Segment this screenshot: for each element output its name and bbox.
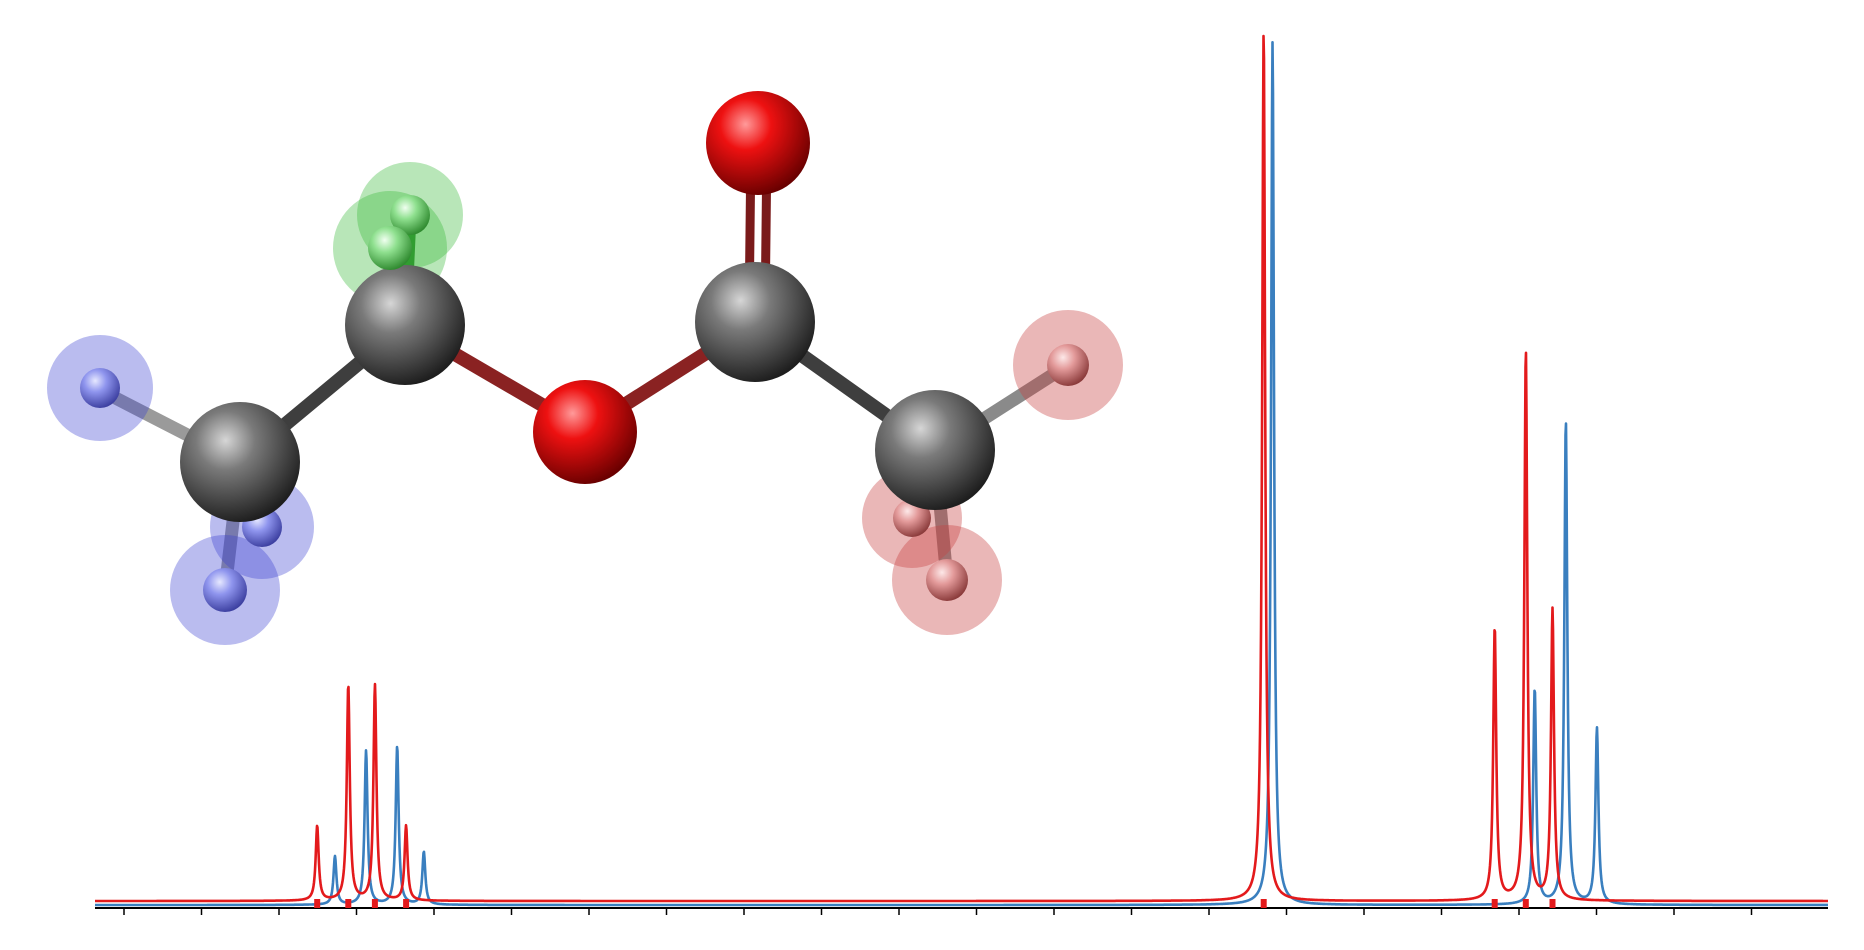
peak-blue-1 (365, 750, 367, 752)
carbon-atom-c4 (875, 390, 995, 510)
peak-red-2 (374, 684, 376, 686)
rug-mark (1522, 899, 1529, 908)
rug-mark (1260, 899, 1267, 908)
peak-red-7 (1552, 609, 1554, 611)
hydrogen-atom-h5 (368, 226, 412, 270)
hydrogen-atom-h6 (1047, 344, 1089, 386)
carbon-atom-c2 (345, 265, 465, 385)
hydrogen-atom-h4 (390, 195, 430, 235)
hydrogen-atom-h3 (203, 568, 247, 612)
peak-blue-2 (396, 745, 398, 747)
hydrogen-atom-h1 (80, 368, 120, 408)
peak-red-1 (347, 684, 349, 686)
rug-mark (314, 899, 321, 908)
peak-blue-7 (1596, 728, 1598, 730)
oxygen-atom-o2 (706, 91, 810, 195)
peak-blue-4 (1272, 41, 1274, 43)
peak-red-3 (405, 825, 407, 827)
hydrogen-atom-h8 (926, 559, 968, 601)
peak-red-5 (1494, 627, 1496, 629)
peak-red-6 (1525, 349, 1527, 351)
hydrogen-atom-h7 (893, 499, 931, 537)
peak-red-0 (316, 825, 318, 827)
atoms (80, 91, 1089, 612)
carbon-atom-c1 (180, 402, 300, 522)
oxygen-atom-o1 (533, 380, 637, 484)
peak-blue-5 (1534, 688, 1536, 690)
peak-blue-6 (1565, 419, 1567, 421)
series-line-blue (94, 40, 1829, 907)
rug-mark (1491, 899, 1498, 908)
carbon-atom-c3 (695, 262, 815, 382)
peak-red-4 (1263, 28, 1265, 30)
rug-mark (371, 899, 378, 908)
series-line-red (94, 34, 1829, 903)
rug-mark (403, 899, 410, 908)
rug-mark (345, 899, 352, 908)
peak-blue-3 (423, 851, 425, 853)
peak-blue-0 (334, 856, 336, 858)
rug-mark (1549, 899, 1556, 908)
